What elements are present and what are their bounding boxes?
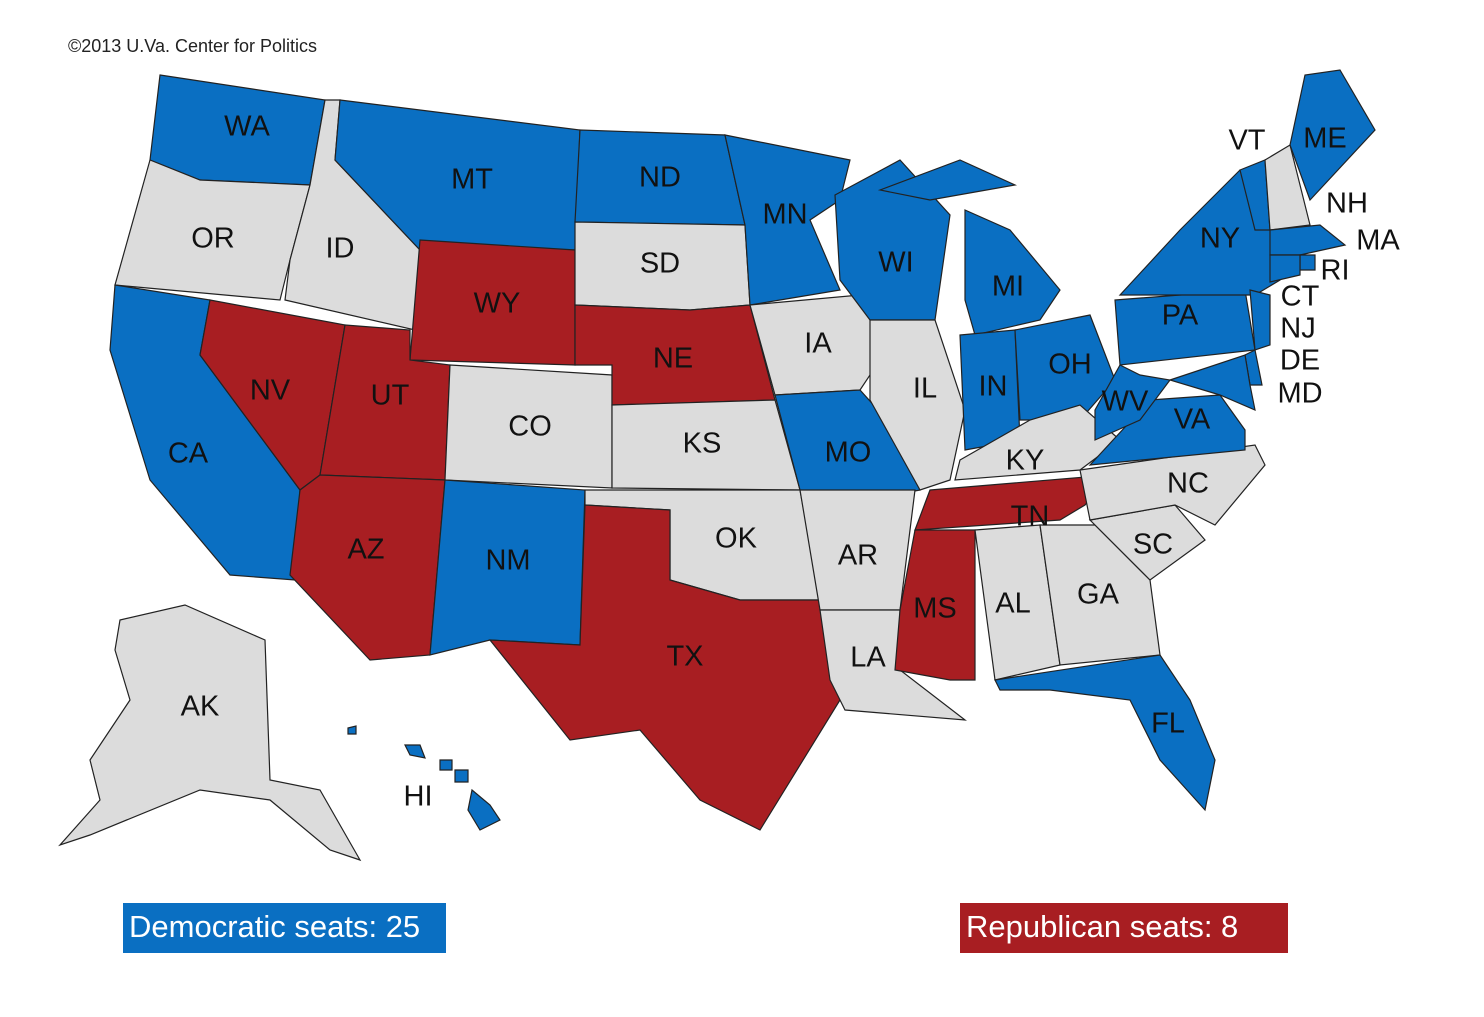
state-label: KY xyxy=(1006,445,1045,477)
state-label: MN xyxy=(762,199,807,231)
state-label: ND xyxy=(639,162,681,194)
state-label: NJ xyxy=(1280,313,1315,345)
state-label: UT xyxy=(371,380,410,412)
state-label: AK xyxy=(181,691,220,723)
state-shape xyxy=(1299,254,1316,271)
state-label: IN xyxy=(979,371,1008,403)
state-shape xyxy=(1014,314,1116,421)
state-shape xyxy=(467,788,501,831)
state-shape xyxy=(1269,254,1301,283)
state-label: WI xyxy=(878,247,913,279)
state-label: IA xyxy=(804,328,832,360)
state-shape xyxy=(1264,144,1311,231)
state-label: GA xyxy=(1077,579,1120,611)
states xyxy=(58,69,1376,862)
state-label: OR xyxy=(191,223,235,255)
state-label: MA xyxy=(1356,225,1400,257)
state-shape xyxy=(1289,69,1376,202)
state-shape xyxy=(289,474,446,661)
state-shape xyxy=(439,759,453,771)
state-label: LA xyxy=(850,642,886,674)
state-label: NE xyxy=(653,343,693,375)
state-label: AL xyxy=(995,588,1030,620)
state-label: NH xyxy=(1326,188,1368,220)
state-shape xyxy=(1168,354,1256,412)
state-shape xyxy=(404,744,426,759)
state-shape xyxy=(869,319,966,491)
state-label: CO xyxy=(508,411,552,443)
state-shape xyxy=(347,725,357,735)
state-label: CA xyxy=(168,438,209,470)
state-label: OH xyxy=(1048,349,1092,381)
state-label: NY xyxy=(1200,223,1240,255)
state-shape xyxy=(964,209,1061,336)
state-label: NV xyxy=(250,375,291,407)
state-label: ID xyxy=(326,233,355,265)
legend-text: Republican seats: 8 xyxy=(966,909,1238,944)
state-label: AR xyxy=(838,540,878,572)
state-label: TX xyxy=(666,641,703,673)
state-label: WY xyxy=(474,288,521,320)
legend: Democratic seats: 25 Republican seats: 8 xyxy=(123,903,1288,953)
state-shape xyxy=(1269,224,1347,256)
state-label: VT xyxy=(1228,125,1265,157)
state-label: SC xyxy=(1133,529,1173,561)
state-label: MS xyxy=(913,593,957,625)
state-label: MI xyxy=(992,271,1024,303)
credit: ©2013 U.Va. Center for Politics xyxy=(68,36,317,56)
state-label: ME xyxy=(1303,123,1347,155)
legend-box xyxy=(960,903,1288,953)
state-shape xyxy=(877,159,1018,201)
state-label: FL xyxy=(1151,708,1185,740)
state-label: MT xyxy=(451,164,493,196)
state-shape xyxy=(994,654,1216,812)
legend-box xyxy=(123,903,446,953)
state-label: VA xyxy=(1174,404,1211,436)
state-shape xyxy=(1079,444,1266,526)
state-shape xyxy=(914,474,1112,531)
state-label: SD xyxy=(640,248,680,280)
state-label: RI xyxy=(1321,255,1350,287)
state-shape xyxy=(454,769,469,783)
state-label: DE xyxy=(1280,345,1320,377)
state-shape xyxy=(58,604,362,862)
state-label: WV xyxy=(1102,386,1149,418)
state-label: CT xyxy=(1281,281,1320,313)
labels: WA OR CA NV ID MT WY UT AZ CO NM ND SD NE KS OK TX MN IA MO… xyxy=(168,111,1401,813)
state-label: OK xyxy=(715,523,758,555)
state-label: NC xyxy=(1167,468,1209,500)
state-label: TN xyxy=(1011,501,1050,533)
state-label: WA xyxy=(224,111,270,143)
state-label: IL xyxy=(913,373,937,405)
state-label: MO xyxy=(825,437,872,469)
state-label: PA xyxy=(1162,300,1199,332)
state-shape xyxy=(1249,289,1271,351)
state-label: NM xyxy=(485,545,530,577)
legend-text: Democratic seats: 25 xyxy=(129,909,420,944)
state-shape xyxy=(724,134,851,306)
state-label: KS xyxy=(683,428,722,460)
state-label: HI xyxy=(404,781,433,813)
state-label: AZ xyxy=(347,534,384,566)
state-shape xyxy=(488,504,841,831)
state-label: MD xyxy=(1277,378,1322,410)
